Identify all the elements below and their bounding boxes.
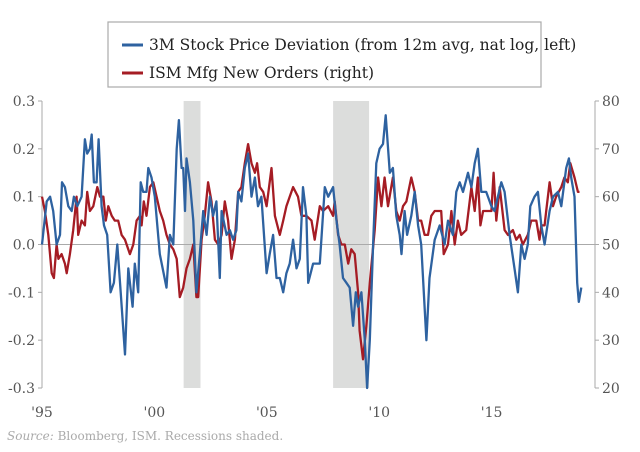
left-tick-label: 0.3 [13,94,35,110]
left-tick-label: -0.1 [8,285,35,301]
right-tick-label: 50 [602,238,620,254]
x-tick-label: '00 [144,405,166,421]
right-tick-label: 30 [602,333,620,349]
right-tick-label: 60 [602,190,620,206]
left-tick-label: -0.3 [8,381,35,397]
x-tick-label: '95 [31,405,53,421]
x-tick-label: '10 [368,405,390,421]
legend-label-3m: 3M Stock Price Deviation (from 12m avg, … [149,36,576,54]
x-tick-label: '15 [481,405,503,421]
right-tick-label: 40 [602,285,620,301]
left-tick-label: 0.0 [13,238,35,254]
left-tick-label: -0.2 [8,333,35,349]
source-note: Source: Bloomberg, ISM. Recessions shade… [7,429,283,443]
left-tick-label: 0.1 [13,190,35,206]
series-line-ism [40,142,580,361]
x-tick-label: '05 [256,405,278,421]
legend-label-ism: ISM Mfg New Orders (right) [149,64,374,82]
source-label: Source: [7,429,54,443]
series-lines [40,114,583,390]
right-tick-label: 20 [602,381,620,397]
legend-box [107,21,542,88]
left-tick-label: 0.2 [13,142,35,158]
series-line-3m [40,114,583,390]
legend: 3M Stock Price Deviation (from 12m avg, … [107,21,576,88]
right-tick-label: 70 [602,142,620,158]
right-tick-label: 80 [602,94,620,110]
source-text: Bloomberg, ISM. Recessions shaded. [53,429,284,443]
